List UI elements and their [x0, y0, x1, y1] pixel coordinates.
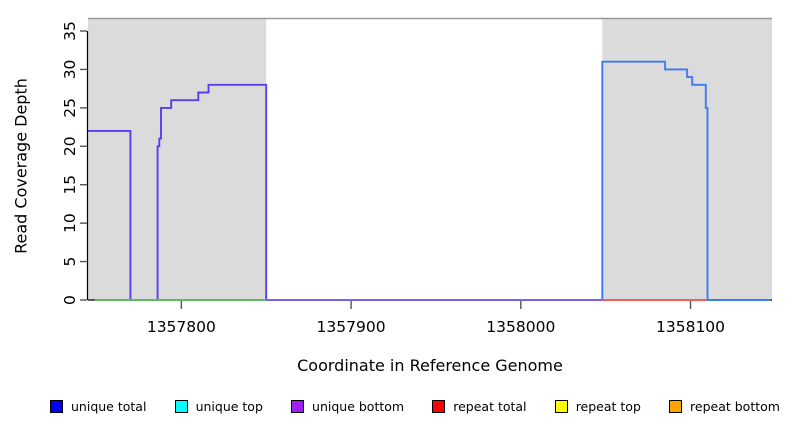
y-tick-label: 35 [61, 21, 79, 41]
legend-swatch-icon [669, 400, 683, 413]
x-tick-label: 1357800 [147, 318, 216, 336]
coverage-chart-canvas: 1357800 1357900 1358000 1358100 0 5 10 15 20 25 30… [61, 17, 772, 336]
series-right-coverage-trace [601, 60, 771, 301]
legend-item-unique-bottom: unique bottom [291, 399, 404, 414]
y-tick-label: 30 [61, 60, 79, 80]
legend-label: repeat top [575, 399, 641, 414]
legend-label: unique bottom [312, 399, 405, 414]
legend-swatch-icon [291, 400, 305, 413]
shaded-region-left-unique-block [88, 19, 267, 300]
legend-item-unique-top: unique top [174, 399, 263, 414]
legend-item-repeat-total: repeat total [432, 399, 527, 414]
y-tick-label: 10 [61, 213, 79, 233]
legend-swatch-icon [174, 400, 188, 413]
x-tick-label: 1358100 [656, 318, 725, 336]
y-tick-label: 0 [61, 295, 79, 305]
y-tick-label: 5 [61, 257, 79, 267]
y-tick-label: 15 [61, 175, 79, 195]
legend-label: repeat total [453, 399, 527, 414]
legend: unique total unique top unique bottom repea… [50, 399, 780, 414]
y-tick-label: 20 [61, 136, 79, 156]
x-tick-label: 1358000 [486, 318, 555, 336]
legend-swatch-icon [554, 400, 568, 413]
legend-label: repeat bottom [690, 399, 780, 414]
legend-item-unique-total: unique total [50, 399, 146, 414]
legend-label: unique total [71, 399, 147, 414]
shaded-region-right-unique-block [602, 19, 772, 300]
legend-swatch-icon [50, 400, 63, 413]
x-tick-label: 1357900 [317, 318, 386, 336]
legend-item-repeat-top: repeat top [554, 399, 641, 414]
legend-item-repeat-bottom: repeat bottom [669, 399, 780, 414]
x-axis-title: Coordinate in Reference Genome [297, 356, 563, 375]
y-tick-label: 25 [61, 98, 79, 118]
legend-swatch-icon [432, 400, 446, 413]
legend-label: unique top [195, 399, 263, 414]
y-axis-title: Read Coverage Depth [11, 78, 31, 254]
